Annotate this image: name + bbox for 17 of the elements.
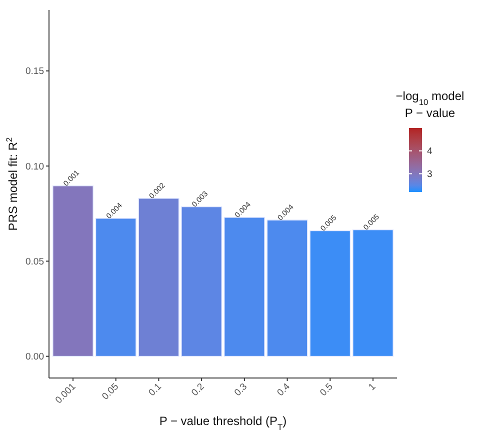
y-tick-label: 0.00 [26, 352, 44, 363]
bar [52, 185, 94, 357]
x-tick-label: 0.3 [232, 381, 250, 398]
x-tick-label: 0.1 [146, 381, 164, 398]
x-axis-title: P − value threshold (P$_{T}$) [159, 414, 287, 432]
x-tick-label: 1 [366, 381, 378, 393]
color-bar-title: −log$_{10}$ model P − value [396, 89, 464, 120]
y-tick-label: 0.10 [26, 161, 44, 172]
color-bar-label: 3 [427, 169, 432, 180]
x-tick-label: 0.05 [100, 381, 121, 402]
y-tick-label: 0.05 [26, 256, 44, 268]
x-tick-label: 0.4 [275, 381, 292, 398]
x-tick-label: 0.2 [190, 381, 207, 398]
y-tick-label: 0.15 [26, 66, 44, 78]
bar [352, 229, 394, 357]
x-tick-label: 0.5 [318, 381, 336, 398]
color-bar-label: 4 [427, 146, 432, 158]
